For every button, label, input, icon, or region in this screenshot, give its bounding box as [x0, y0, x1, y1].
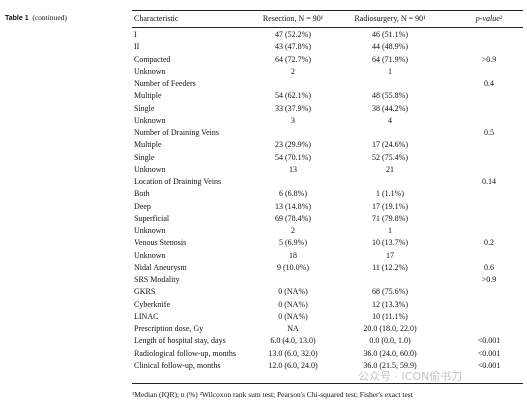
caption: Table 1 (continued) — [5, 13, 67, 24]
radiosurgery-cell: 52 (75.4%) — [372, 152, 408, 162]
radiosurgery-cell: 36.0 (24.0, 60.0) — [363, 348, 417, 358]
radiosurgery-cell: 0.0 (0.0, 1.0) — [369, 336, 411, 346]
characteristic-cell: Single — [134, 103, 155, 113]
resection-cell: 5 (6.9%) — [279, 238, 307, 248]
characteristic-cell: Compacted — [134, 54, 171, 64]
column-header: Resection, N = 90¹ — [262, 14, 324, 23]
radiosurgery-cell: 44 (48.9%) — [372, 42, 408, 52]
p-value-cell: 0.5 — [484, 128, 494, 137]
column-header: Characteristic — [134, 14, 179, 23]
resection-cell: 0 (NA%) — [278, 287, 308, 297]
characteristic-cell: II — [134, 42, 140, 52]
resection-cell: 13 (14.8%) — [275, 201, 311, 211]
caption-text: (continued) — [32, 13, 67, 22]
characteristic-cell: Unknown — [134, 115, 166, 125]
resection-cell: 0 (NA%) — [278, 299, 308, 309]
characteristic-cell: Cyberknife — [134, 299, 170, 309]
characteristic-cell: Number of Draining Veins — [134, 128, 219, 137]
characteristic-cell: Multiple — [134, 140, 162, 150]
resection-cell: 3 — [291, 115, 295, 125]
characteristic-cell: Unknown — [134, 66, 166, 76]
resection-cell: 13 — [289, 164, 297, 174]
p-value-cell: >0.9 — [481, 275, 497, 284]
radiosurgery-cell: 11 (12.2%) — [372, 262, 408, 272]
characteristic-cell: I — [134, 30, 137, 39]
p-value-cell: >0.9 — [481, 54, 497, 64]
characteristic-cell: Location of Draining Veins — [134, 177, 222, 186]
characteristic-cell: Length of hospital stay, days — [134, 336, 226, 346]
characteristic-cell: Single — [134, 152, 155, 162]
resection-cell: 33 (37.9%) — [275, 103, 311, 113]
radiosurgery-cell: 64 (71.9%) — [372, 54, 408, 64]
resection-cell: 23 (29.9%) — [275, 140, 311, 150]
radiosurgery-cell: 1 (1.1%) — [376, 189, 404, 199]
radiosurgery-cell: 12 (13.3%) — [372, 299, 408, 309]
resection-cell: 2 — [291, 226, 295, 235]
characteristic-cell: SRS Modality — [134, 275, 180, 284]
resection-cell: NA — [287, 324, 299, 333]
resection-cell: 12.0 (6.0, 24.0) — [268, 360, 318, 370]
radiosurgery-cell: 36.0 (21.5, 59.9) — [363, 360, 417, 370]
characteristic-cell: Radiological follow-up, months — [134, 348, 236, 358]
characteristic-cell: Prescription dose, Gy — [134, 324, 204, 333]
header-rule — [132, 27, 523, 28]
characteristic-cell: Multiple — [134, 91, 162, 101]
radiosurgery-cell: 68 (75.6%) — [372, 287, 408, 297]
radiosurgery-cell: 17 — [386, 250, 394, 260]
radiosurgery-cell: 20.0 (18.0, 22.0) — [363, 324, 417, 333]
characteristic-cell: GKRS — [134, 287, 156, 297]
p-value-cell: <0.001 — [477, 348, 501, 358]
column-header: p-value² — [475, 14, 503, 23]
radiosurgery-cell: 1 — [388, 66, 392, 76]
radiosurgery-cell: 17 (19.1%) — [372, 201, 408, 211]
radiosurgery-cell: 21 — [386, 164, 394, 174]
resection-cell: 6 (6.8%) — [279, 189, 307, 199]
characteristic-cell: Unknown — [134, 250, 166, 260]
characteristic-cell: Number of Feeders — [134, 79, 196, 88]
characteristic-cell: Nidal Aneurysm — [134, 262, 187, 272]
radiosurgery-cell: 38 (44.2%) — [372, 103, 408, 113]
top-rule — [132, 10, 523, 11]
p-value-cell: 0.14 — [482, 177, 496, 186]
radiosurgery-cell: 17 (24.6%) — [372, 140, 408, 150]
resection-cell: 2 — [291, 66, 295, 76]
resection-cell: 6.0 (4.0, 13.0) — [270, 336, 316, 346]
characteristic-cell: Both — [134, 189, 150, 199]
resection-cell: 64 (72.7%) — [275, 54, 311, 64]
resection-cell: 9 (10.0%) — [277, 262, 309, 272]
characteristic-cell: Deep — [134, 201, 151, 211]
footnote: ¹Median (IQR); n (%) ²Wilcoxon rank sum … — [132, 390, 413, 399]
radiosurgery-cell: 4 — [388, 115, 392, 125]
radiosurgery-cell: 48 (55.8%) — [372, 91, 408, 101]
resection-cell: 47 (52.2%) — [275, 30, 311, 39]
characteristic-cell: Clinical follow-up, months — [134, 360, 221, 370]
resection-cell: 0 (NA%) — [278, 311, 308, 321]
radiosurgery-cell: 71 (79.8%) — [372, 213, 408, 223]
resection-cell: 54 (62.1%) — [275, 91, 311, 101]
radiosurgery-cell: 10 (13.7%) — [372, 238, 408, 248]
characteristic-cell: Unknown — [134, 226, 166, 235]
p-value-cell: 0.6 — [484, 262, 494, 272]
characteristic-cell: Venous Stenosis — [134, 238, 187, 248]
characteristic-cell: Unknown — [134, 164, 166, 174]
p-value-cell: 0.2 — [484, 238, 494, 248]
p-value-cell: <0.001 — [477, 360, 501, 370]
characteristic-cell: LINAC — [134, 311, 159, 321]
resection-cell: 13.0 (6.0, 32.0) — [268, 348, 318, 358]
radiosurgery-cell: 46 (51.1%) — [372, 30, 408, 39]
resection-cell: 54 (70.1%) — [275, 152, 311, 162]
resection-cell: 69 (78.4%) — [275, 213, 311, 223]
p-value-cell: <0.001 — [477, 336, 501, 346]
resection-cell: 43 (47.8%) — [275, 42, 311, 52]
p-value-cell: 0.4 — [484, 79, 494, 88]
radiosurgery-cell: 10 (11.1%) — [372, 311, 408, 321]
caption-label: Table 1 — [5, 15, 29, 22]
bottom-rule — [132, 383, 523, 384]
radiosurgery-cell: 1 — [388, 226, 392, 235]
watermark: 公众号 · ICON偷书刀 — [358, 370, 463, 383]
column-header: Radiosurgery, N = 90¹ — [354, 14, 426, 23]
resection-cell: 18 — [289, 250, 297, 260]
characteristic-cell: Superficial — [134, 213, 170, 223]
